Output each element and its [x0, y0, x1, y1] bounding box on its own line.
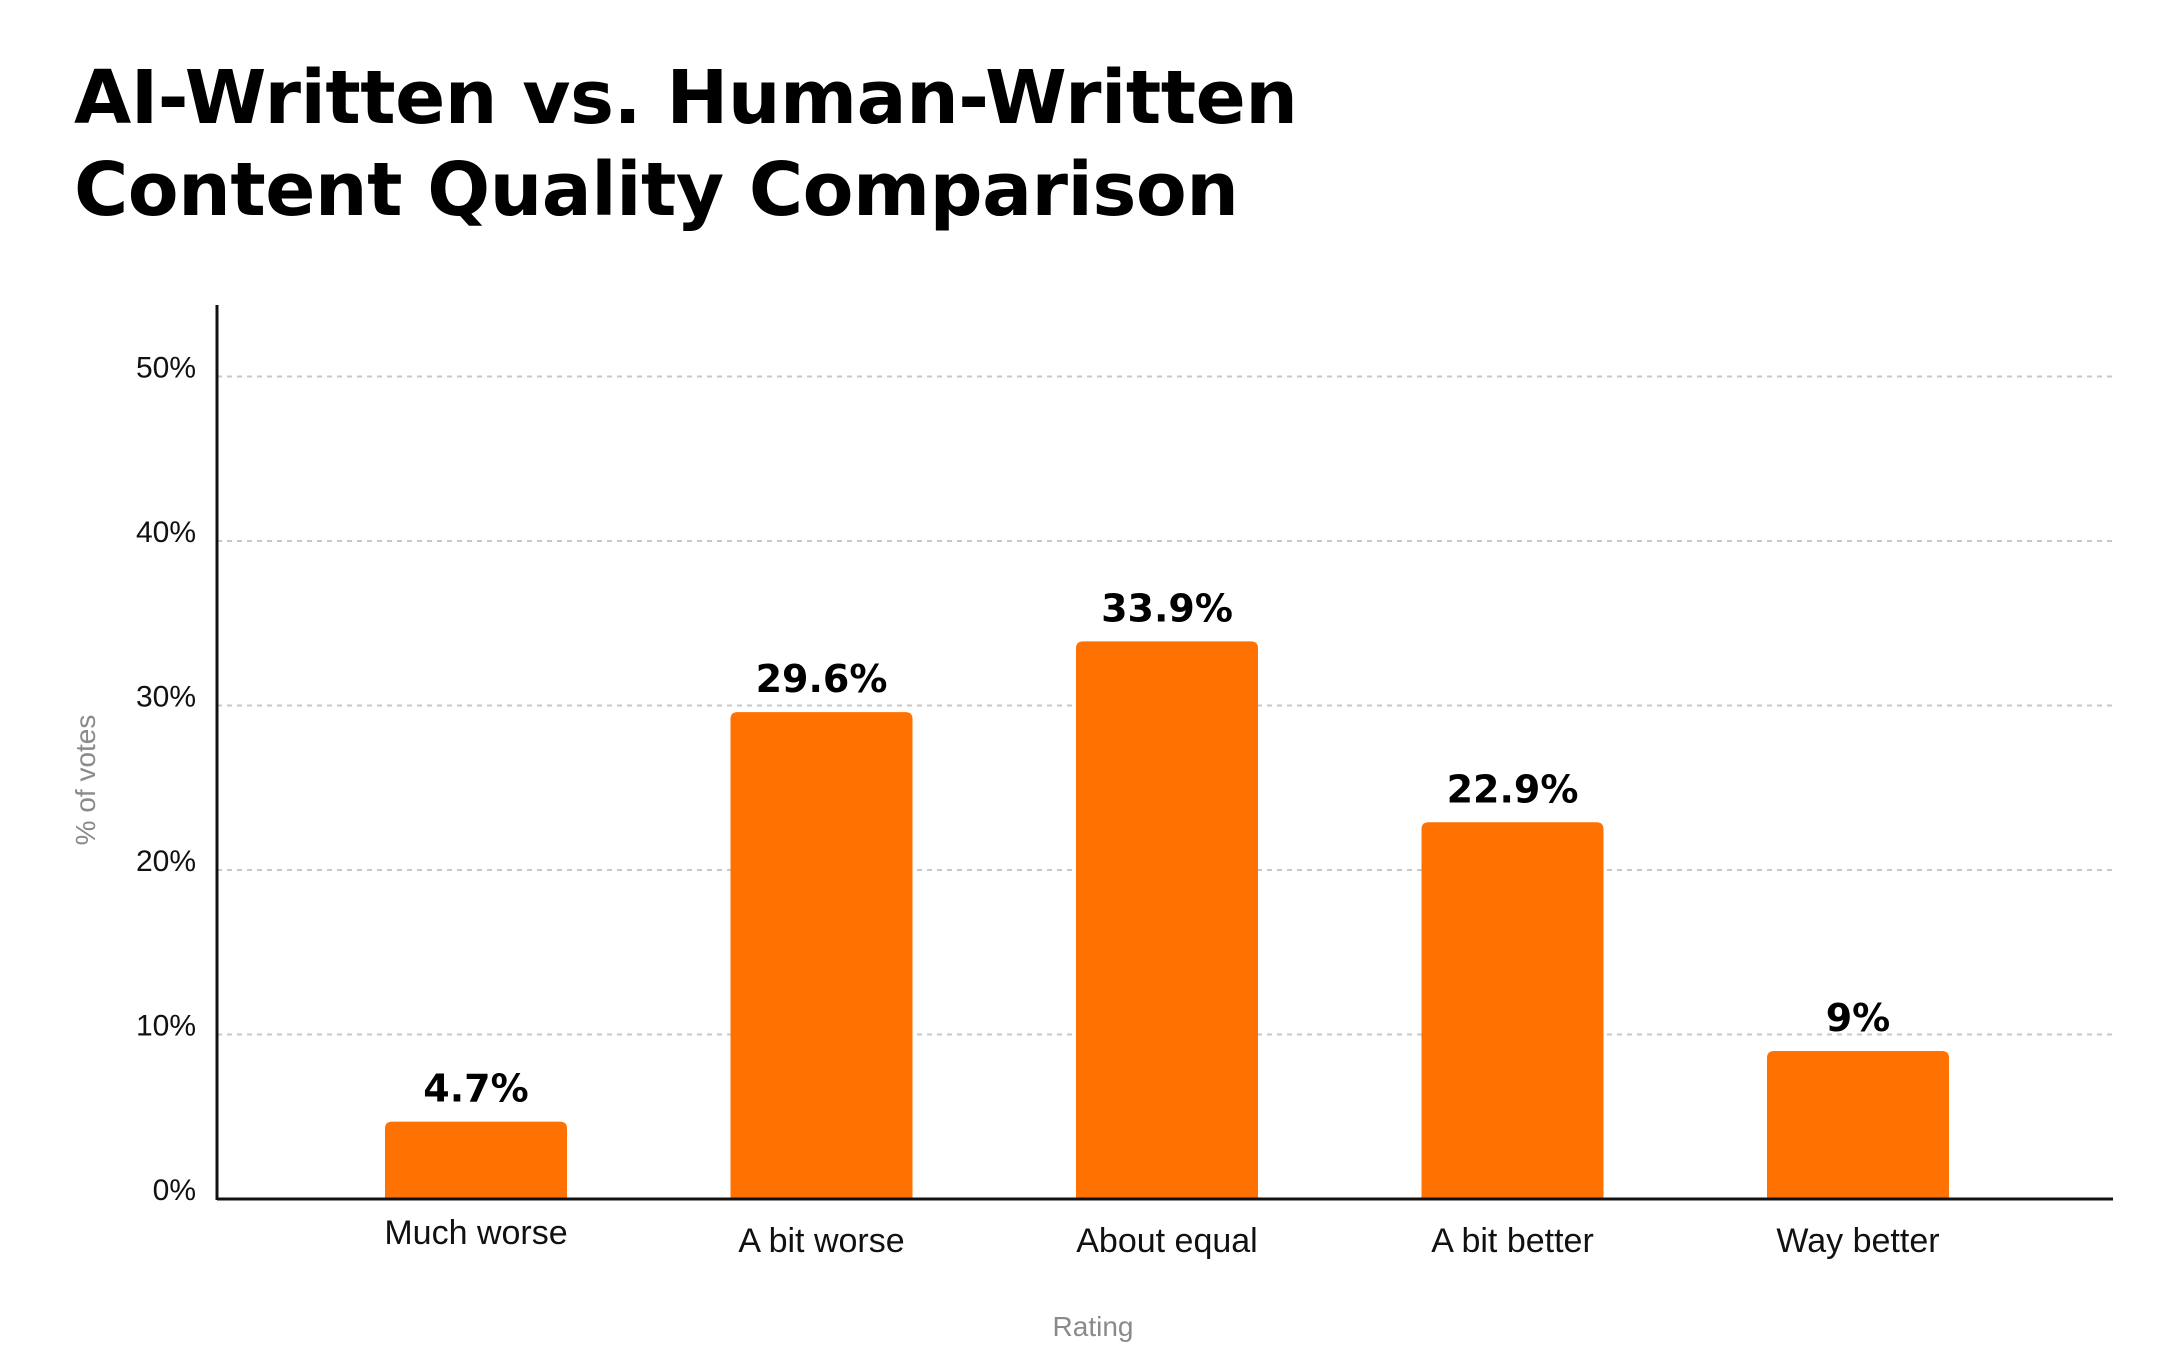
y-tick-label: 40% [136, 516, 196, 549]
value-labels: 4.7% 29.6% 33.9% 22.9% 9% [423, 586, 1890, 1110]
value-label: 22.9% [1447, 767, 1579, 811]
x-tick-label: Much worse [384, 1214, 567, 1252]
x-tick-label: Way better [1776, 1222, 1939, 1260]
bar-a-bit-better [1421, 822, 1604, 1199]
y-tick-label: 0% [153, 1174, 196, 1207]
x-tick-label: A bit better [1431, 1222, 1594, 1260]
x-tick-label: A bit worse [738, 1222, 904, 1260]
y-tick-label: 50% [136, 352, 196, 385]
bar-a-bit-worse [730, 712, 913, 1199]
x-tick-labels: Much worse A bit worse About equal A bit be… [384, 1214, 1939, 1260]
bar-way-better [1767, 1050, 1949, 1199]
chart-title: AI-Written vs. Human-Written Content Qua… [74, 52, 1474, 236]
x-tick-label: About equal [1076, 1222, 1258, 1260]
value-label: 29.6% [756, 657, 888, 701]
y-tick-label: 20% [136, 845, 196, 878]
value-label: 4.7% [423, 1067, 528, 1111]
bars [385, 641, 1949, 1199]
chart-title-line-2: Content Quality Comparison [74, 147, 1239, 233]
bar-much-worse [385, 1121, 567, 1199]
y-tick-labels: 0% 10% 20% 30% 40% 50% [136, 352, 196, 1208]
y-tick-label: 30% [136, 681, 196, 714]
y-tick-label: 10% [136, 1010, 196, 1043]
gridlines [217, 375, 2113, 1036]
y-axis-title: % of votes [70, 715, 101, 846]
x-axis-title: Rating [1053, 1311, 1134, 1342]
chart-title-line-1: AI-Written vs. Human-Written [74, 55, 1298, 141]
axes [215, 305, 2113, 1201]
value-label: 33.9% [1101, 586, 1233, 630]
value-label: 9% [1826, 996, 1891, 1040]
bar-about-equal [1076, 641, 1258, 1199]
